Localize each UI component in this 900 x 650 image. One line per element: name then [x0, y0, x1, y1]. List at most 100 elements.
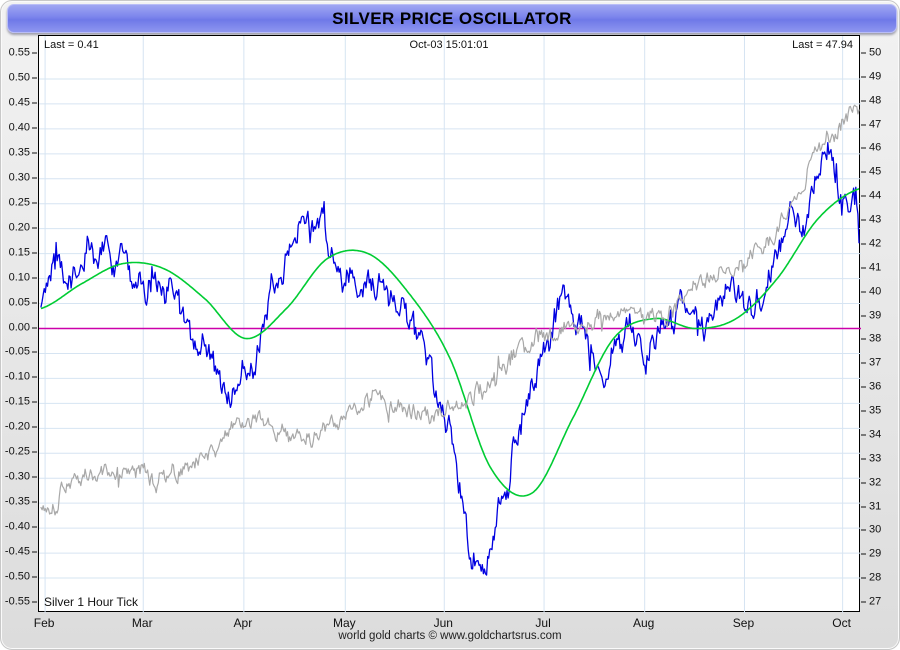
y-axis-left-tick-mark: [32, 277, 37, 279]
y-axis-left-tick-mark: [32, 351, 37, 353]
y-axis-right-tick-label: 50: [869, 46, 882, 59]
y-axis-left-tick-mark: [32, 526, 37, 528]
y-axis-left-tick-mark: [32, 576, 37, 578]
y-axis-left-tick-mark: [32, 127, 37, 129]
y-axis-left-tick-mark: [32, 152, 37, 154]
y-axis-right-tick-label: 44: [869, 189, 882, 202]
y-axis-right-tick-label: 29: [869, 547, 882, 560]
y-axis-right-tick-label: 35: [869, 404, 882, 417]
y-axis-right-tick-label: 31: [869, 500, 882, 513]
y-axis-right-tick-label: 40: [869, 285, 882, 298]
y-axis-right-tick-mark: [861, 458, 866, 460]
y-axis-right-tick-label: 36: [869, 380, 882, 393]
y-axis-right-tick-mark: [861, 243, 866, 245]
y-axis-right-tick-mark: [861, 315, 866, 317]
y-axis-left-tick-mark: [32, 476, 37, 478]
y-axis-left-tick-label: -0.55: [4, 595, 30, 608]
y-axis-left-tick-label: -0.20: [4, 420, 30, 433]
y-axis-left-tick-label: -0.30: [4, 470, 30, 483]
series-line-oscillator: [40, 142, 860, 576]
y-axis-left-tick-label: -0.40: [4, 520, 30, 533]
y-axis-left-tick-label: -0.15: [4, 395, 30, 408]
y-axis-left-tick-label: -0.45: [4, 545, 30, 558]
y-axis-right-tick-mark: [861, 434, 866, 436]
y-axis-left-tick-label: 0.10: [8, 271, 30, 284]
x-axis-tick-label: Feb: [33, 616, 55, 630]
y-axis-right-tick-label: 41: [869, 261, 882, 274]
y-axis-left-tick-label: 0.35: [8, 146, 30, 159]
y-axis-right-tick-mark: [861, 124, 866, 126]
x-axis-tick-label: Mar: [131, 616, 153, 630]
y-axis-left-tick-mark: [32, 102, 37, 104]
y-axis-right-tick-mark: [861, 553, 866, 555]
y-axis-left-tick-mark: [32, 227, 37, 229]
y-axis-right-tick-label: 32: [869, 476, 882, 489]
x-axis-tick-label: May: [332, 616, 356, 630]
y-axis-right-tick-mark: [861, 171, 866, 173]
y-axis-right-tick-mark: [861, 362, 866, 364]
y-axis-right-tick-mark: [861, 267, 866, 269]
y-axis-left-tick-label: -0.10: [4, 370, 30, 383]
footer-credit: world gold charts © www.goldchartsrus.co…: [338, 630, 562, 642]
y-axis-left-tick-label: -0.35: [4, 495, 30, 508]
y-axis-left-tick-mark: [32, 202, 37, 204]
y-axis-right-tick-mark: [861, 147, 866, 149]
x-axis-tick-label: Aug: [632, 616, 655, 630]
series-line-price: [40, 104, 860, 516]
y-axis-right-tick-label: 30: [869, 523, 882, 536]
series-line-moving-average: [40, 188, 860, 497]
y-axis-right-tick-label: 39: [869, 309, 882, 322]
y-axis-left-tick-mark: [32, 376, 37, 378]
y-axis-left-tick-mark: [32, 401, 37, 403]
y-axis-left-tick-mark: [32, 52, 37, 54]
chart-timestamp: Oct-03 15:01:01: [409, 39, 489, 51]
y-axis-right-tick-label: 49: [869, 70, 882, 83]
y-axis-right-tick-mark: [861, 219, 866, 221]
y-axis-left-tick-label: -0.25: [4, 445, 30, 458]
y-axis-left-tick-mark: [32, 77, 37, 79]
x-axis-tick-label: Jun: [433, 616, 453, 630]
y-axis-left: 0.55 0.50 0.45 0.40 0.35 0.30 0.25 0.20 0.15 0.10…: [1, 35, 38, 612]
y-axis-right-tick-mark: [861, 529, 866, 531]
y-axis-right-tick-mark: [861, 291, 866, 293]
y-axis-left-tick-label: -0.50: [4, 570, 30, 583]
y-axis-right-tick-label: 46: [869, 141, 882, 154]
y-axis-left-tick-label: 0.55: [8, 46, 30, 59]
y-axis-left-tick-mark: [32, 252, 37, 254]
y-axis-left-tick-mark: [32, 177, 37, 179]
y-axis-left-tick-label: 0.15: [8, 246, 30, 259]
y-axis-right-tick-mark: [861, 338, 866, 340]
y-axis-left-tick-label: 0.00: [8, 321, 30, 333]
y-axis-right-tick-mark: [861, 195, 866, 197]
y-axis-right-tick-mark: [861, 601, 866, 603]
y-axis-left-tick-label: -0.05: [4, 345, 30, 358]
y-axis-left-tick-label: 0.30: [8, 171, 30, 184]
y-axis-right-tick-mark: [861, 577, 866, 579]
y-axis-right-tick-label: 43: [869, 213, 882, 226]
y-axis-left-tick-mark: [32, 451, 37, 453]
y-axis-right-tick-mark: [861, 386, 866, 388]
y-axis-left-tick-mark: [32, 501, 37, 503]
x-axis-tick-label: Oct: [832, 616, 851, 630]
x-axis: Feb Mar Apr May Jun Jul Aug Sep Oct: [34, 616, 860, 634]
y-axis-right-tick-mark: [861, 410, 866, 412]
y-axis-right-tick-mark: [861, 76, 866, 78]
window-titlebar: SILVER PRICE OSCILLATOR: [7, 4, 897, 33]
y-axis-left-tick-mark: [32, 327, 37, 328]
chart-canvas: [39, 36, 861, 613]
y-axis-left-tick-label: 0.40: [8, 121, 30, 134]
x-axis-tick-label: Jul: [535, 616, 551, 630]
page-title: SILVER PRICE OSCILLATOR: [332, 9, 572, 28]
y-axis-right-tick-mark: [861, 506, 866, 508]
x-axis-tick-label: Sep: [732, 616, 755, 630]
y-axis-right-tick-label: 45: [869, 165, 882, 178]
y-axis-right-tick-label: 33: [869, 452, 882, 465]
y-axis-right-tick-label: 28: [869, 571, 882, 584]
plot-area[interactable]: Last = 0.41 Oct-03 15:01:01 Last = 47.94…: [38, 35, 861, 613]
y-axis-left-tick-label: 0.45: [8, 96, 30, 109]
y-axis-right-tick-label: 38: [869, 332, 882, 345]
y-axis-right-tick-mark: [861, 482, 866, 484]
y-axis-left-tick-label: 0.50: [8, 71, 30, 84]
oscillator-last-value: Last = 0.41: [44, 39, 99, 51]
